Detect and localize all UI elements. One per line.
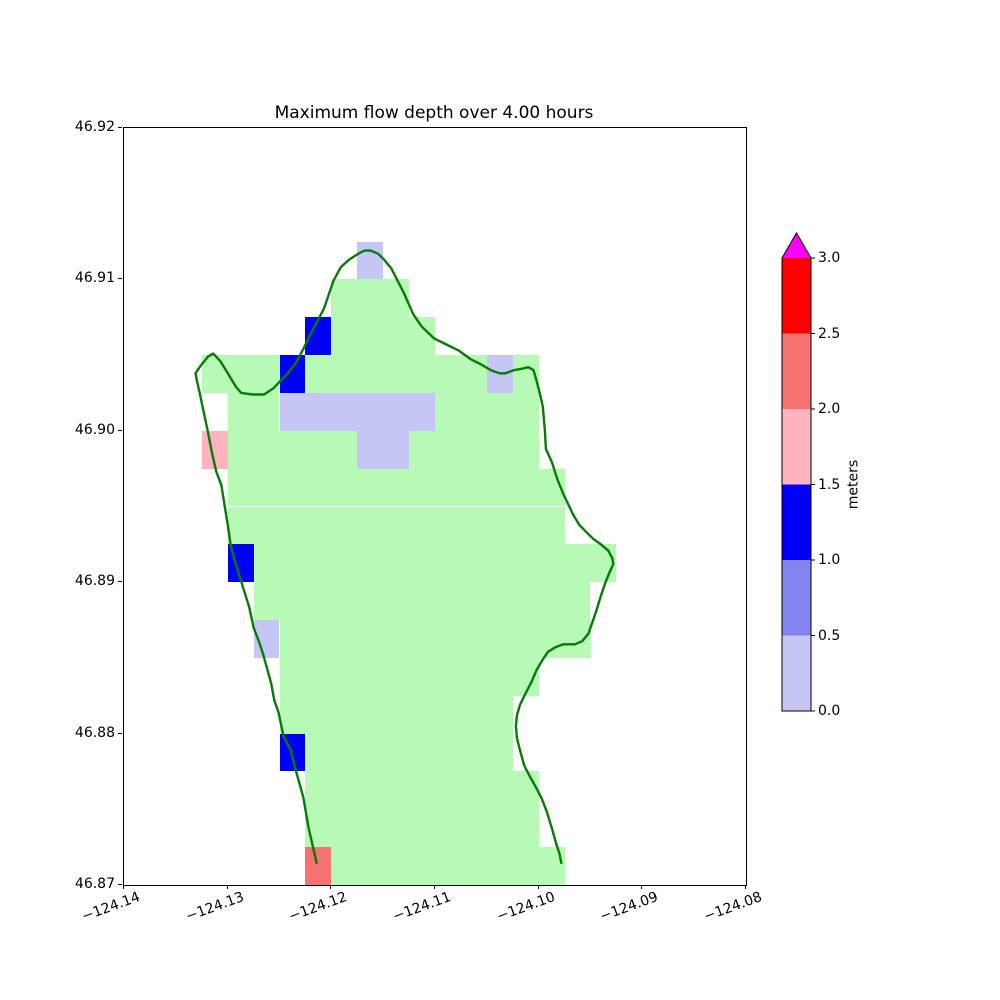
flow-depth-cell [279, 392, 435, 431]
flow-depth-cell [331, 279, 410, 318]
x-tick [641, 885, 643, 889]
flow-depth-cell [409, 430, 539, 469]
colorbar-segment [782, 484, 811, 560]
colorbar-tick-label: 0.0 [818, 703, 841, 719]
flow-depth-cell [253, 582, 591, 621]
x-tick [330, 885, 332, 889]
y-tick [118, 127, 122, 128]
colorbar-tick-label: 0.5 [818, 627, 841, 644]
y-tick [118, 884, 122, 885]
x-tick [537, 885, 539, 889]
x-tick [226, 885, 228, 889]
y-tick-label: 46.87 [74, 876, 115, 892]
flow-depth-cell [227, 430, 358, 469]
flow-depth-cell [305, 771, 539, 810]
flow-depth-cell [279, 620, 591, 658]
coastline [194, 249, 615, 865]
colorbar-tick-label: 3.0 [818, 250, 841, 266]
y-tick-label: 46.89 [74, 573, 115, 590]
y-tick-label: 46.91 [74, 270, 115, 287]
flow-depth-cell [305, 355, 487, 393]
flow-depth-cell [305, 847, 332, 885]
colorbar-over-arrow [782, 233, 811, 258]
colorbar-segment [782, 635, 811, 711]
colorbar-tick-label: 2.5 [818, 325, 841, 342]
y-tick-label: 46.90 [74, 421, 115, 438]
plot-title: Maximum flow depth over 4.00 hours [274, 103, 594, 123]
x-tick [434, 885, 435, 889]
y-tick [118, 581, 122, 583]
colorbar [781, 232, 815, 712]
colorbar-segment [782, 333, 811, 409]
flow-depth-cell [305, 733, 513, 772]
flow-depth-cell [227, 468, 565, 507]
colorbar-tick-label: 2.0 [818, 401, 841, 417]
coastline-path [194, 249, 615, 865]
flow-depth-cell [253, 544, 617, 583]
flow-depth-cell [357, 430, 410, 469]
y-tick-label: 46.92 [74, 119, 115, 135]
y-tick [118, 278, 122, 280]
colorbar-tick-label: 1.5 [818, 476, 841, 493]
flow-depth-cell [279, 355, 306, 393]
flow-depth-cell [279, 657, 539, 696]
flow-depth-cell [305, 809, 539, 848]
plot-area [123, 127, 747, 886]
flow-depth-cell [435, 392, 539, 431]
y-tick [118, 429, 122, 431]
y-tick [118, 732, 122, 734]
colorbar-tick-label: 1.0 [818, 552, 841, 568]
colorbar-axis-label: meters [845, 459, 862, 510]
flow-depth-cell [201, 355, 280, 393]
y-tick-label: 46.88 [74, 724, 115, 741]
flow-depth-cell [227, 506, 565, 545]
colorbar-segment [782, 409, 811, 485]
flow-depth-cell [357, 241, 384, 280]
x-tick [745, 885, 746, 889]
colorbar-segment [782, 560, 811, 636]
flow-depth-cell [331, 317, 435, 356]
flow-depth-cell [279, 695, 513, 734]
flow-depth-cell [331, 847, 565, 885]
flow-depth-cell [227, 392, 280, 431]
colorbar-segment [782, 258, 811, 334]
x-tick [123, 885, 124, 889]
